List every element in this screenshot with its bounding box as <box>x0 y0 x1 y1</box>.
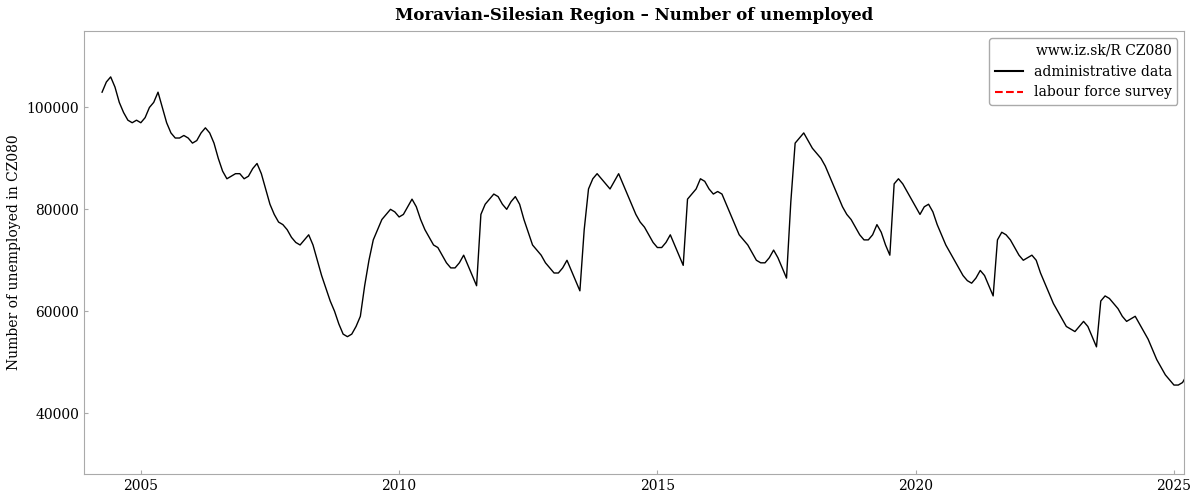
Y-axis label: Number of unemployed in CZ080: Number of unemployed in CZ080 <box>7 135 20 370</box>
Title: Moravian-Silesian Region – Number of unemployed: Moravian-Silesian Region – Number of une… <box>395 7 874 24</box>
Legend: administrative data, labour force survey: administrative data, labour force survey <box>989 38 1177 105</box>
